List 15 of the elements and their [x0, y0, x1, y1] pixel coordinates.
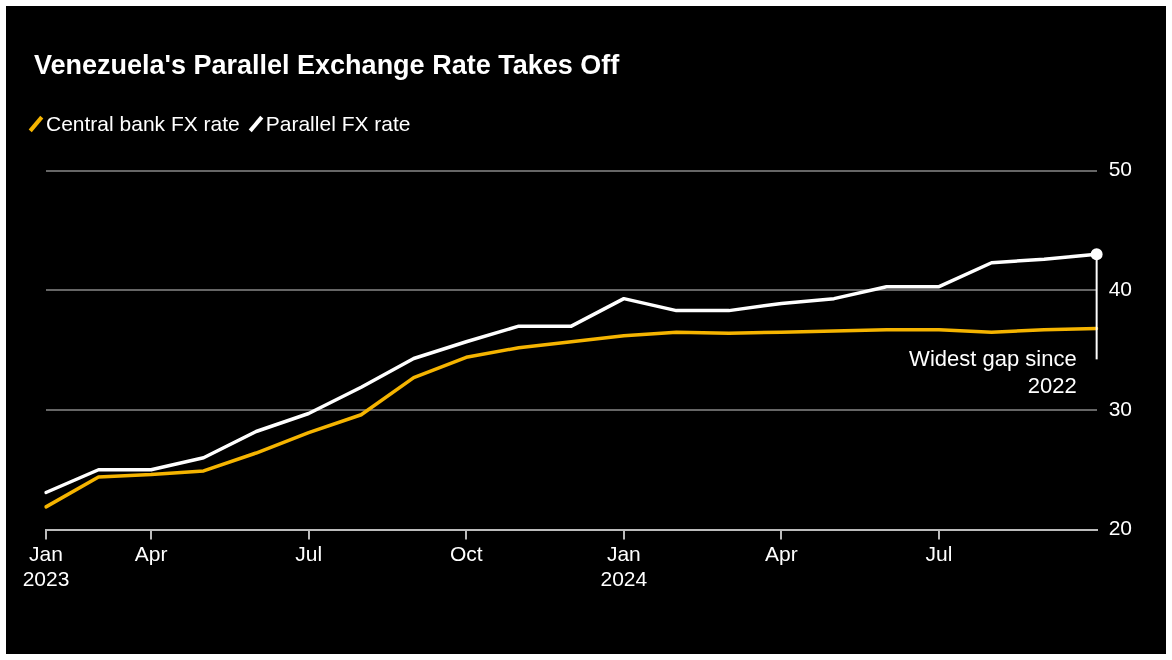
x-tick-label: Jan 2024	[600, 542, 648, 591]
chart-title: Venezuela's Parallel Exchange Rate Takes Off	[34, 50, 620, 81]
x-tick-label: Apr	[134, 542, 168, 565]
x-tick-label: Apr	[765, 542, 798, 565]
x-tick-label: Jan 2023	[22, 542, 70, 591]
x-tick-label: Oct	[449, 542, 483, 565]
y-tick-label: 40	[1108, 277, 1132, 301]
y-tick-label: 20	[1108, 516, 1132, 540]
y-tick-label: 30	[1108, 396, 1132, 420]
legend-label: Parallel FX rate	[265, 112, 411, 136]
x-tick-label: Jul	[925, 542, 953, 565]
y-tick-label: 50	[1108, 157, 1132, 181]
legend-label: Central bank FX rate	[46, 112, 240, 136]
annotation: Widest gap since 2022	[909, 346, 1077, 399]
x-tick-label: Jul	[295, 542, 323, 565]
